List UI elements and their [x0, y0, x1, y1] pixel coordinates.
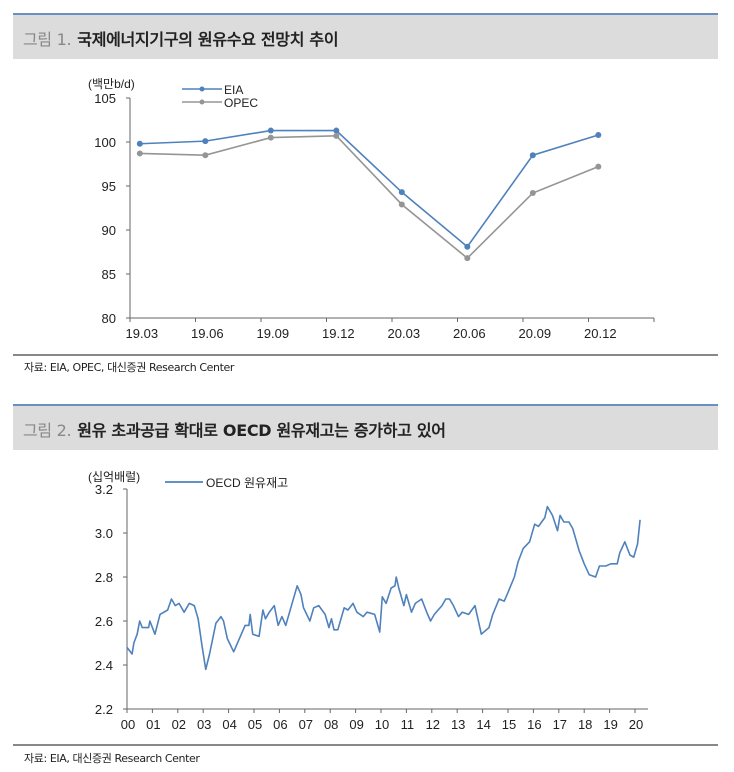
legend-marker-opec: [199, 99, 205, 105]
x-tick-label: 02: [172, 717, 186, 732]
series-line-eia: [139, 129, 599, 248]
data-point-eia: [136, 140, 143, 147]
y-axis-unit: (십억배럴): [88, 470, 140, 484]
y-tick-label: 90: [102, 223, 116, 238]
x-tick-label: 18: [578, 717, 592, 732]
x-tick-label: 09: [349, 717, 363, 732]
x-tick-label: 15: [502, 717, 516, 732]
x-tick-label: 11: [401, 717, 415, 732]
x-tick-label: 03: [197, 717, 211, 732]
legend-label-opec: OPEC: [224, 96, 258, 110]
figure1-title: 그림 1. 국제에너지기구의 원유수요 전망치 추이: [23, 26, 339, 50]
y-tick-label: 2.6: [95, 614, 113, 629]
x-tick-label: 20.03: [388, 326, 421, 341]
figure2-prefix: 그림 2.: [23, 421, 72, 440]
x-tick-label: 20: [629, 717, 643, 732]
data-point-opec: [464, 255, 471, 262]
x-tick-label: 07: [299, 717, 313, 732]
x-tick-label: 08: [324, 717, 338, 732]
data-point-opec: [267, 134, 274, 141]
x-tick-label: 20.12: [584, 326, 617, 341]
x-tick-label: 20.06: [453, 326, 486, 341]
x-tick-label: 12: [426, 717, 440, 732]
series-line-oecd-inventory: [126, 505, 641, 671]
x-tick-label: 19: [603, 717, 617, 732]
x-tick-label: 05: [248, 717, 262, 732]
y-tick-label: 85: [102, 267, 116, 282]
data-point-opec: [136, 150, 143, 157]
data-point-opec: [202, 152, 209, 159]
y-tick-label: 3.0: [95, 526, 113, 541]
y-tick-label: 2.4: [95, 658, 113, 673]
x-tick-label: 06: [273, 717, 287, 732]
y-tick-label: 2.8: [95, 570, 113, 585]
x-tick-label: 19.03: [126, 326, 159, 341]
data-point-opec: [398, 201, 405, 208]
y-tick-label: 2.2: [95, 702, 113, 717]
data-point-eia: [267, 127, 274, 134]
x-tick-label: 13: [451, 717, 465, 732]
x-tick-label: 01: [146, 717, 160, 732]
figure1-source-divider: [13, 354, 718, 356]
figure2-title-text: 원유 초과공급 확대로 OECD 원유재고는 증가하고 있어: [77, 421, 446, 440]
y-tick-label: 105: [94, 91, 116, 106]
data-point-eia: [529, 152, 536, 159]
figure1-prefix: 그림 1.: [23, 30, 72, 49]
data-point-eia: [202, 138, 209, 145]
data-point-eia: [595, 131, 602, 138]
data-point-eia: [464, 243, 471, 250]
y-tick-label: 3.2: [95, 482, 113, 497]
y-tick-label: 100: [94, 135, 116, 150]
x-tick-label: 20.09: [519, 326, 552, 341]
data-point-eia: [398, 189, 405, 196]
x-tick-label: 19.12: [322, 326, 355, 341]
figure2-source: 자료: EIA, 대신증권 Research Center: [24, 752, 200, 765]
figure2-source-divider: [13, 744, 718, 746]
legend-label-eia: EIA: [224, 83, 243, 97]
x-tick-label: 00: [121, 717, 135, 732]
y-axis-unit: (백만b/d): [88, 77, 135, 91]
data-point-opec: [333, 132, 340, 139]
data-point-opec: [595, 163, 602, 170]
series-line-opec: [139, 135, 599, 260]
legend-label-oecd-inventory: OECD 원유재고: [206, 476, 288, 490]
x-tick-label: 14: [476, 717, 490, 732]
figure1-title-text: 국제에너지기구의 원유수요 전망치 추이: [77, 30, 339, 49]
x-tick-label: 19.06: [191, 326, 224, 341]
data-point-eia: [333, 127, 340, 134]
x-tick-label: 10: [375, 717, 389, 732]
x-tick-label: 17: [553, 717, 567, 732]
data-point-opec: [529, 190, 536, 197]
legend-marker-eia: [199, 86, 205, 92]
y-tick-label: 95: [102, 179, 116, 194]
x-tick-label: 16: [527, 717, 541, 732]
y-tick-label: 80: [102, 311, 116, 326]
figure1-header: 그림 1. 국제에너지기구의 원유수요 전망치 추이: [13, 13, 718, 59]
x-tick-label: 04: [222, 717, 236, 732]
figure2-header: 그림 2. 원유 초과공급 확대로 OECD 원유재고는 증가하고 있어: [13, 404, 718, 450]
x-tick-label: 19.09: [257, 326, 290, 341]
figure1-source: 자료: EIA, OPEC, 대신증권 Research Center: [24, 361, 235, 374]
figure2-title: 그림 2. 원유 초과공급 확대로 OECD 원유재고는 증가하고 있어: [23, 417, 446, 441]
